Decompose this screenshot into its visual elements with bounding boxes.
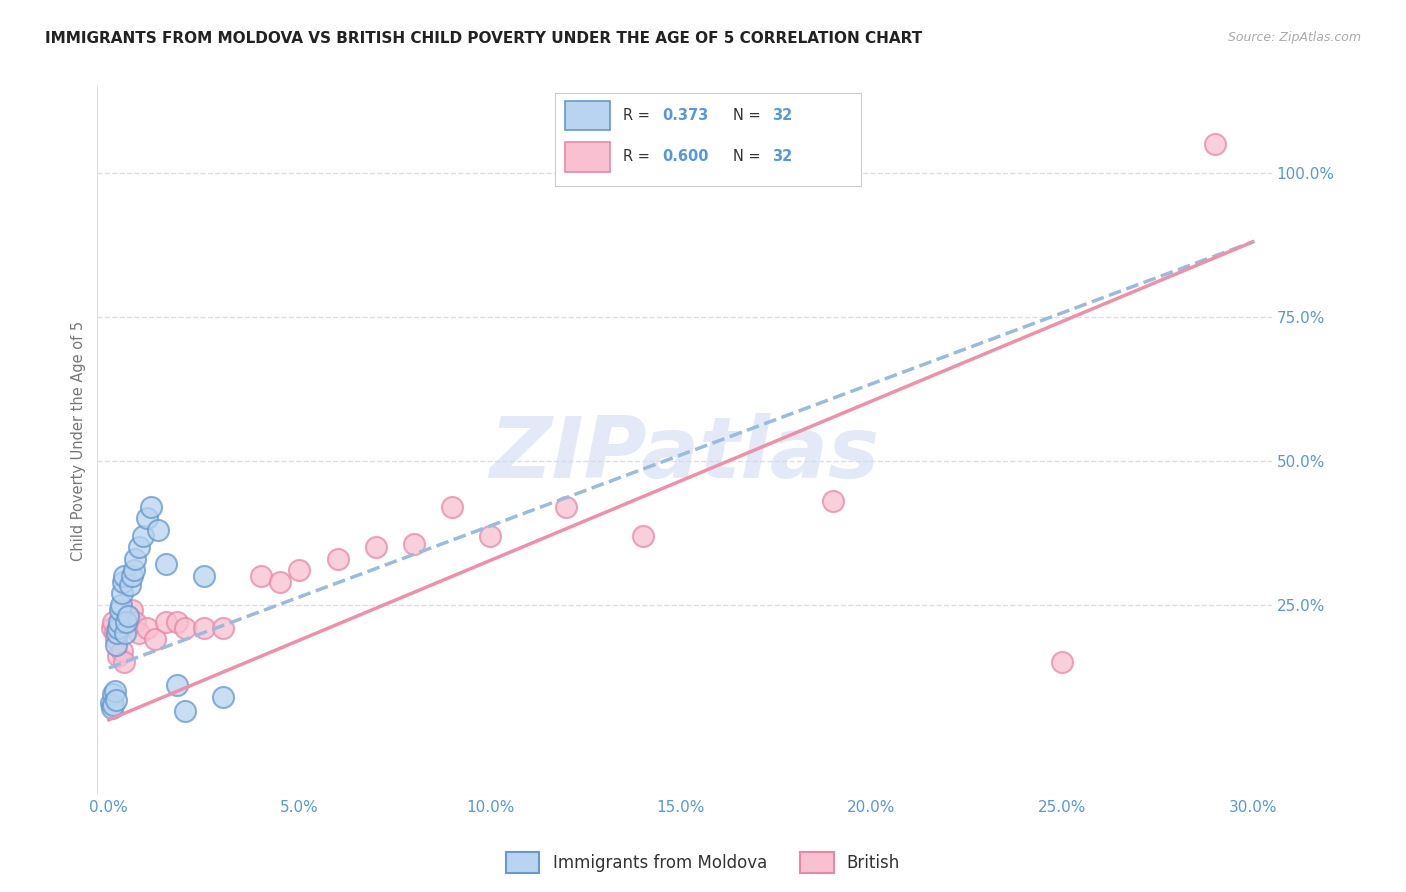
Point xyxy=(135,511,157,525)
Point xyxy=(111,586,134,600)
Point xyxy=(143,632,166,647)
Point xyxy=(117,609,139,624)
Point xyxy=(115,615,138,629)
Point xyxy=(132,528,155,542)
Point xyxy=(101,621,124,635)
Point xyxy=(110,621,132,635)
Point xyxy=(112,655,135,669)
Point xyxy=(440,500,463,514)
Point xyxy=(128,626,150,640)
Point xyxy=(104,692,127,706)
Point xyxy=(155,558,177,572)
Point xyxy=(555,500,578,514)
Point xyxy=(1204,136,1226,151)
Point xyxy=(402,537,425,551)
Point xyxy=(105,626,128,640)
Point xyxy=(108,615,131,629)
Text: Source: ZipAtlas.com: Source: ZipAtlas.com xyxy=(1227,31,1361,45)
Point xyxy=(112,574,135,589)
Point xyxy=(117,609,139,624)
Point xyxy=(114,626,136,640)
Y-axis label: Child Poverty Under the Age of 5: Child Poverty Under the Age of 5 xyxy=(72,320,86,560)
Point xyxy=(105,638,128,652)
Point xyxy=(326,551,349,566)
Point xyxy=(111,644,134,658)
Point xyxy=(250,569,273,583)
Point xyxy=(212,690,235,704)
Point xyxy=(124,551,146,566)
Point xyxy=(101,701,124,715)
Point xyxy=(112,569,135,583)
Point xyxy=(166,615,188,629)
Text: ZIPatlas: ZIPatlas xyxy=(489,413,880,496)
Text: IMMIGRANTS FROM MOLDOVA VS BRITISH CHILD POVERTY UNDER THE AGE OF 5 CORRELATION : IMMIGRANTS FROM MOLDOVA VS BRITISH CHILD… xyxy=(45,31,922,46)
Point xyxy=(103,684,125,698)
Point xyxy=(103,626,125,640)
Point xyxy=(110,598,132,612)
Point xyxy=(139,500,162,514)
Point xyxy=(166,678,188,692)
Point xyxy=(193,621,215,635)
Point xyxy=(103,698,125,713)
Point xyxy=(107,621,129,635)
Point xyxy=(174,704,197,718)
Point xyxy=(107,649,129,664)
Point xyxy=(823,494,845,508)
Point xyxy=(212,621,235,635)
Point xyxy=(155,615,177,629)
Point xyxy=(118,577,141,591)
Point xyxy=(364,540,387,554)
Point xyxy=(122,563,145,577)
Point xyxy=(105,632,128,647)
Legend: Immigrants from Moldova, British: Immigrants from Moldova, British xyxy=(499,846,907,880)
Point xyxy=(174,621,197,635)
Point xyxy=(124,615,146,629)
Point xyxy=(101,687,124,701)
Point xyxy=(269,574,291,589)
Point xyxy=(193,569,215,583)
Point xyxy=(128,540,150,554)
Point xyxy=(631,528,654,542)
Point xyxy=(121,569,143,583)
Point xyxy=(121,603,143,617)
Point xyxy=(135,621,157,635)
Point xyxy=(148,523,170,537)
Point xyxy=(101,615,124,629)
Point xyxy=(110,603,132,617)
Point xyxy=(100,696,122,710)
Point xyxy=(479,528,502,542)
Point xyxy=(288,563,311,577)
Point xyxy=(1050,655,1073,669)
